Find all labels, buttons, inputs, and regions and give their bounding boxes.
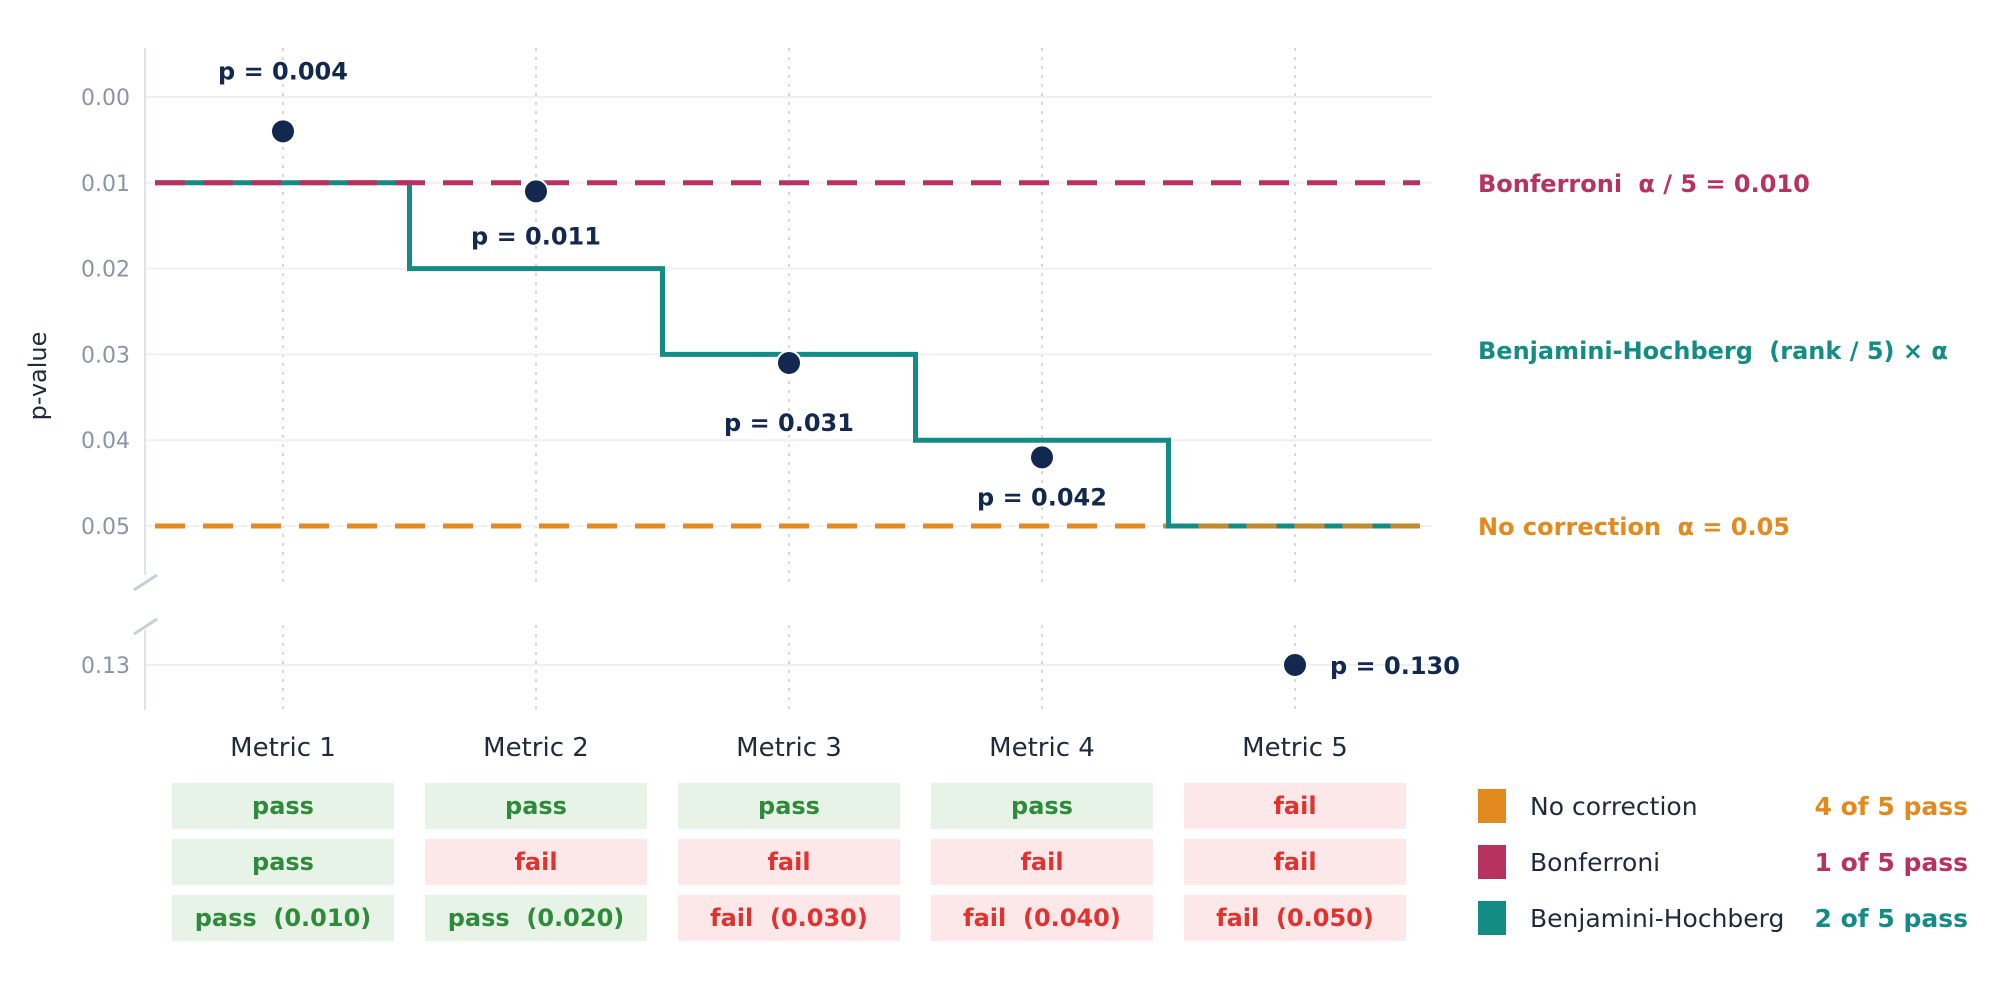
result-cell-text: fail: [1020, 848, 1063, 876]
result-cell-text: pass: [252, 792, 314, 820]
result-cell-bg: [1184, 783, 1406, 829]
axis-break-mark: [133, 617, 158, 636]
x-tick-label: Metric 5: [1242, 733, 1348, 763]
y-tick-label: 0.05: [81, 515, 130, 540]
data-point: [1029, 444, 1055, 471]
result-cell-text: fail: [514, 848, 557, 876]
y-axis: p-value 0.00 0.01 0.02 0.03 0.04 0.05 0.13: [24, 48, 158, 710]
data-point: [270, 118, 296, 145]
threshold-formula: (rank / 5) × α: [1761, 337, 1948, 365]
axis-break-mark: [133, 573, 158, 592]
result-cell-bg: [678, 839, 900, 885]
data-label: p = 0.004: [218, 57, 348, 85]
legend-label: Benjamini-Hochberg: [1530, 904, 1784, 933]
y-tick-label: 0.02: [81, 258, 130, 283]
y-tick-label: 0.03: [81, 343, 130, 368]
result-cell-text: fail (0.050): [1216, 904, 1374, 932]
result-cell-text: pass: [1011, 792, 1073, 820]
legend-swatch: [1478, 901, 1506, 935]
result-cell-bg: [425, 783, 647, 829]
result-cell-text: pass (0.020): [448, 904, 625, 932]
result-cell-bg: [931, 783, 1153, 829]
result-cell-bg: [172, 783, 394, 829]
result-cell-text: pass: [758, 792, 820, 820]
result-cell-bg: [172, 839, 394, 885]
result-cell-bg: [678, 895, 900, 941]
threshold-name: No correction: [1478, 513, 1661, 541]
result-cell-text: pass: [505, 792, 567, 820]
data-point: [776, 349, 802, 376]
result-cell-bg: [931, 839, 1153, 885]
legend-swatch: [1478, 845, 1506, 879]
threshold-annotation-bh: Benjamini-Hochberg (rank / 5) × α: [1478, 337, 1948, 365]
legend: No correction 4 of 5 pass Bonferroni 1 of 5…: [1478, 789, 1968, 935]
result-cell-text: fail (0.040): [963, 904, 1121, 932]
result-cell-bg: [678, 783, 900, 829]
result-cell-bg: [1184, 839, 1406, 885]
threshold-name: Bonferroni: [1478, 170, 1622, 198]
legend-summary: 1 of 5 pass: [1815, 848, 1968, 877]
y-tick-label: 0.13: [81, 654, 130, 679]
threshold-formula: α / 5 = 0.010: [1630, 170, 1810, 198]
legend-label: No correction: [1530, 792, 1698, 821]
x-tick-label: Metric 1: [230, 733, 336, 763]
legend-swatch: [1478, 789, 1506, 823]
data-label: p = 0.031: [724, 409, 854, 437]
threshold-annotation-none: No correction α = 0.05: [1478, 513, 1790, 541]
data-point: [1282, 652, 1308, 678]
results-table: pass pass pass pass fail pass fail fail fail fail…: [172, 783, 1406, 941]
result-cell-bg: [425, 895, 647, 941]
y-tick-label: 0.00: [81, 86, 130, 111]
data-label: p = 0.011: [471, 222, 601, 250]
threshold-name: Benjamini-Hochberg: [1478, 337, 1753, 365]
x-tick-label: Metric 4: [989, 733, 1095, 763]
x-axis-labels: Metric 1 Metric 2 Metric 3 Metric 4 Metric 5: [230, 733, 1348, 763]
threshold-annotations: Bonferroni α / 5 = 0.010 Benjamini-Hochbe…: [1478, 170, 1948, 541]
result-cell-text: fail: [767, 848, 810, 876]
y-tick-label: 0.01: [81, 172, 130, 197]
data-point: [523, 178, 549, 205]
result-cell-bg: [425, 839, 647, 885]
data-label: p = 0.130: [1330, 652, 1460, 680]
x-tick-label: Metric 2: [483, 733, 589, 763]
x-tick-label: Metric 3: [736, 733, 842, 763]
result-cell-bg: [172, 895, 394, 941]
legend-summary: 4 of 5 pass: [1815, 792, 1968, 821]
threshold-formula: α = 0.05: [1669, 513, 1790, 541]
data-label: p = 0.042: [977, 483, 1107, 511]
y-tick-label: 0.04: [81, 429, 130, 454]
legend-label: Bonferroni: [1530, 848, 1660, 877]
grid-layer: [145, 48, 1432, 712]
result-cell-text: fail (0.030): [710, 904, 868, 932]
y-axis-label: p-value: [24, 332, 52, 421]
data-points: p = 0.004 p = 0.011 p = 0.031 p = 0.042 p = …: [218, 57, 1460, 680]
result-cell-text: fail: [1273, 792, 1316, 820]
result-cell-bg: [931, 895, 1153, 941]
result-cell-text: pass (0.010): [195, 904, 372, 932]
result-cell-text: pass: [252, 848, 314, 876]
result-cell-bg: [1184, 895, 1406, 941]
threshold-annotation-bonferroni: Bonferroni α / 5 = 0.010: [1478, 170, 1810, 198]
legend-summary: 2 of 5 pass: [1815, 904, 1968, 933]
result-cell-text: fail: [1273, 848, 1316, 876]
